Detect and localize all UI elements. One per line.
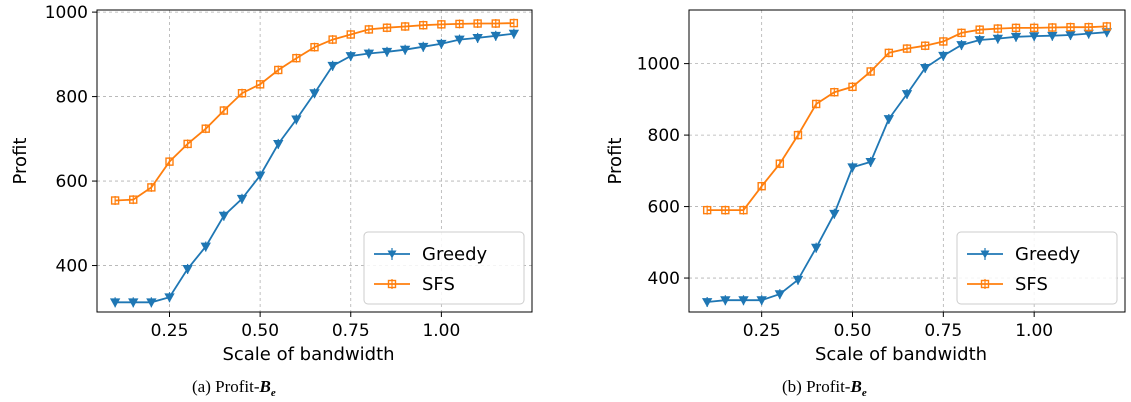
chart-panel-a: 0.25 0.50 0.75 1.00 400 600 800 1000 Scale of ba… — [10, 3, 533, 399]
x-tick-label: 1.00 — [1015, 321, 1053, 341]
x-tick-label: 0.50 — [834, 321, 872, 341]
legend-label-sfs: SFS — [422, 274, 455, 295]
x-axis-label: Scale of bandwidth — [222, 344, 394, 365]
x-axis-label: Scale of bandwidth — [815, 344, 987, 365]
figure-caption: (a) Profit-Be — [192, 377, 276, 399]
y-tick-label: 1000 — [45, 3, 88, 23]
y-tick-label: 600 — [56, 172, 88, 192]
chart-panel-b: 0.25 0.50 0.75 1.00 400 600 800 1000 Scale of ba… — [605, 9, 1126, 399]
x-tick-label: 1.00 — [422, 321, 460, 341]
x-tick-label: 0.75 — [924, 321, 962, 341]
plot-frame — [688, 9, 1126, 313]
y-tick-label: 800 — [648, 126, 680, 146]
x-tick-label: 0.75 — [332, 321, 370, 341]
y-axis-label: Profit — [605, 138, 626, 185]
legend-label-greedy: Greedy — [422, 244, 488, 265]
y-tick-label: 400 — [56, 257, 88, 277]
series-line-sfs — [707, 25, 1107, 212]
x-tick-label: 0.50 — [241, 321, 279, 341]
caption-symbol: B — [849, 377, 861, 396]
x-tick-label: 0.25 — [151, 321, 189, 341]
caption-text: (a) Profit- — [192, 377, 260, 396]
x-tick-label: 0.25 — [743, 321, 781, 341]
figure-caption: (b) Profit-Be — [782, 377, 867, 399]
y-axis-label: Profit — [10, 138, 31, 185]
legend-label-greedy: Greedy — [1015, 244, 1081, 265]
y-tick-label: 1000 — [637, 55, 680, 75]
legend-box — [956, 231, 1118, 305]
y-tick-label: 600 — [648, 198, 680, 218]
caption-subscript: e — [271, 387, 276, 399]
y-tick-label: 800 — [56, 88, 88, 108]
caption-subscript: e — [862, 387, 867, 399]
legend-label-sfs: SFS — [1015, 274, 1048, 295]
plot-frame — [96, 9, 533, 313]
y-tick-label: 400 — [648, 269, 680, 289]
caption-symbol: B — [259, 377, 271, 396]
legend-box — [363, 231, 525, 305]
caption-text: (b) Profit- — [782, 377, 851, 396]
